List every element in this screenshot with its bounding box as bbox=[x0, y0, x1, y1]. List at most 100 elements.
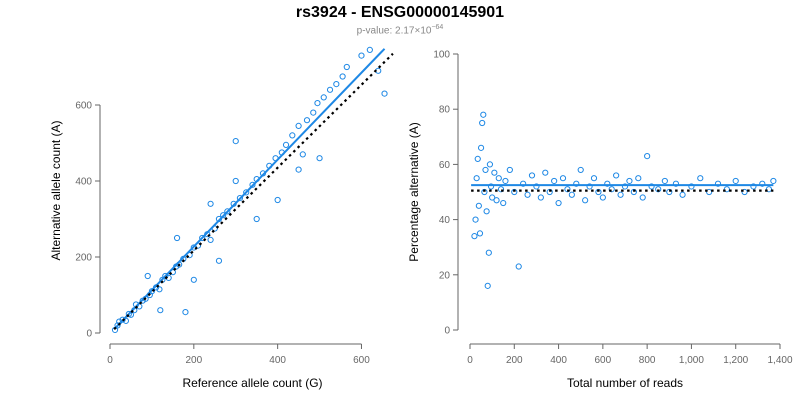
subtitle-times: ×10 bbox=[414, 25, 432, 37]
data-point bbox=[551, 177, 558, 185]
data-point bbox=[487, 183, 495, 190]
data-point bbox=[732, 177, 739, 185]
data-point bbox=[381, 90, 388, 97]
data-point bbox=[493, 197, 500, 204]
data-point bbox=[586, 183, 593, 190]
data-point bbox=[224, 208, 231, 215]
reference-line bbox=[113, 52, 394, 330]
y-axis-title: Percentage alternative (A) bbox=[407, 122, 421, 261]
data-point bbox=[162, 272, 169, 280]
data-point bbox=[314, 100, 321, 107]
data-point bbox=[310, 109, 317, 116]
right-scatter-chart: 0 200 400 600 800 1,000 1,200 1,400 0 20 40 60 80 100… bbox=[407, 50, 793, 391]
data-point bbox=[706, 188, 713, 196]
data-point bbox=[489, 194, 496, 201]
data-point bbox=[765, 186, 773, 193]
x-tick-label: 200 bbox=[185, 355, 202, 366]
data-point bbox=[613, 172, 620, 179]
data-point bbox=[573, 180, 580, 187]
data-point bbox=[582, 197, 589, 204]
data-point bbox=[511, 188, 518, 196]
x-axis-title: Total number of reads bbox=[567, 376, 683, 390]
x-tick-label: 600 bbox=[353, 355, 370, 366]
data-point bbox=[750, 183, 757, 190]
y-tick-label: 20 bbox=[439, 270, 451, 281]
data-point bbox=[156, 286, 163, 293]
data-point bbox=[542, 169, 549, 176]
data-point bbox=[528, 172, 536, 179]
data-point bbox=[249, 181, 256, 188]
data-point bbox=[520, 180, 527, 187]
data-point bbox=[473, 175, 480, 182]
data-point bbox=[326, 86, 334, 93]
data-point bbox=[366, 46, 373, 54]
data-point bbox=[484, 282, 491, 289]
data-point bbox=[486, 161, 494, 168]
data-point bbox=[475, 202, 482, 209]
data-point bbox=[741, 188, 748, 196]
data-point bbox=[485, 249, 492, 256]
data-point bbox=[688, 183, 695, 190]
y-tick-label: 600 bbox=[75, 101, 92, 112]
data-point bbox=[666, 188, 673, 196]
data-point bbox=[759, 180, 766, 187]
data-point bbox=[471, 233, 478, 240]
data-point bbox=[482, 166, 489, 174]
y-tick-label: 0 bbox=[86, 329, 92, 340]
data-point bbox=[491, 169, 498, 176]
data-point bbox=[320, 94, 327, 101]
data-point bbox=[232, 177, 239, 185]
subtitle-exponent: −64 bbox=[431, 24, 444, 31]
data-point bbox=[495, 175, 502, 182]
x-tick-label: 0 bbox=[107, 355, 113, 366]
y-tick-label: 400 bbox=[75, 177, 92, 188]
data-point bbox=[621, 183, 629, 190]
data-point bbox=[577, 166, 584, 174]
data-point bbox=[546, 188, 553, 196]
x-tick-label: 1,200 bbox=[723, 355, 748, 366]
data-point bbox=[679, 191, 686, 198]
data-point bbox=[568, 191, 575, 198]
data-point bbox=[289, 132, 296, 139]
data-point bbox=[299, 151, 306, 158]
data-point bbox=[215, 257, 223, 264]
data-point bbox=[506, 166, 513, 174]
data-point bbox=[282, 141, 290, 148]
data-point bbox=[604, 180, 611, 187]
data-point bbox=[648, 183, 655, 190]
data-point bbox=[472, 216, 479, 223]
chart-title: rs3924 - ENSG00000145901 bbox=[295, 4, 505, 21]
data-point bbox=[655, 186, 662, 193]
fit-line bbox=[113, 48, 386, 330]
x-tick-label: 600 bbox=[595, 355, 612, 366]
data-point bbox=[644, 153, 651, 160]
y-axis-title: Alternative allele count (A) bbox=[49, 120, 63, 260]
subtitle-mantissa: 2.17 bbox=[395, 25, 415, 37]
data-point bbox=[207, 200, 214, 207]
data-point bbox=[564, 186, 571, 193]
data-point bbox=[559, 175, 567, 182]
data-point bbox=[157, 307, 164, 314]
data-point bbox=[608, 186, 615, 193]
x-tick-label: 400 bbox=[269, 355, 286, 366]
x-tick-label: 0 bbox=[467, 355, 473, 366]
y-tick-label: 100 bbox=[433, 50, 450, 61]
data-point bbox=[182, 309, 189, 316]
data-point bbox=[515, 263, 522, 270]
data-point bbox=[199, 234, 206, 242]
x-tick-label: 1,000 bbox=[679, 355, 704, 366]
data-point bbox=[599, 194, 606, 201]
data-point bbox=[190, 276, 197, 283]
data-point bbox=[479, 119, 486, 127]
x-tick-label: 400 bbox=[550, 355, 567, 366]
data-point bbox=[626, 177, 633, 185]
data-point bbox=[555, 199, 562, 207]
data-point bbox=[232, 138, 239, 145]
data-point bbox=[186, 252, 193, 259]
data-point bbox=[303, 117, 311, 124]
data-point bbox=[343, 63, 350, 71]
data-point bbox=[714, 180, 722, 187]
data-point bbox=[697, 175, 704, 182]
data-point bbox=[480, 111, 487, 118]
